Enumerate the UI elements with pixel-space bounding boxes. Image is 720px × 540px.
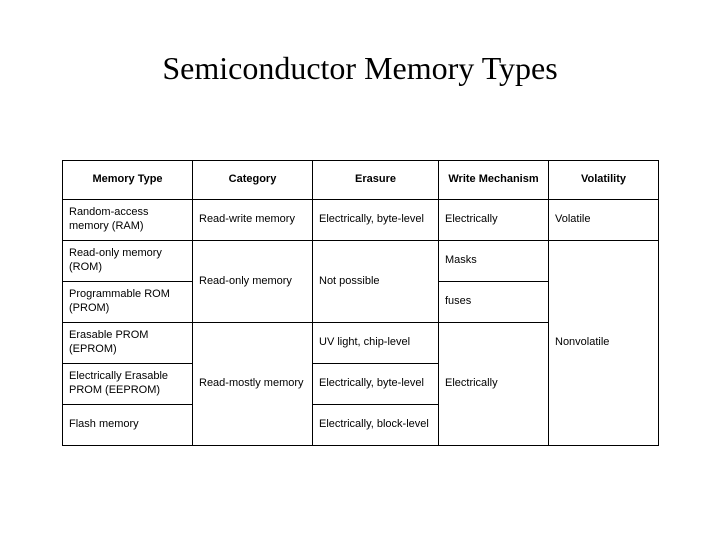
cell-rom-erasure: Not possible (313, 241, 439, 323)
cell-eprom-type: Erasable PROM (EPROM) (63, 323, 193, 364)
cell-eeprom-erasure: Electrically, byte-level (313, 364, 439, 405)
cell-rom-category: Read-only memory (193, 241, 313, 323)
cell-rom-type: Read-only memory (ROM) (63, 241, 193, 282)
col-header-memory-type: Memory Type (63, 161, 193, 200)
cell-eeprom-type: Electrically Erasable PROM (EEPROM) (63, 364, 193, 405)
cell-ram-vol: Volatile (549, 200, 659, 241)
cell-mostly-category: Read-mostly memory (193, 323, 313, 446)
cell-eprom-erasure: UV light, chip-level (313, 323, 439, 364)
cell-ram-erasure: Electrically, byte-level (313, 200, 439, 241)
cell-flash-type: Flash memory (63, 405, 193, 446)
cell-ram-category: Read-write memory (193, 200, 313, 241)
cell-ram-type: Random-access memory (RAM) (63, 200, 193, 241)
memory-types-table-wrap: Memory Type Category Erasure Write Mecha… (62, 160, 658, 446)
table-header-row: Memory Type Category Erasure Write Mecha… (63, 161, 659, 200)
page-title: Semiconductor Memory Types (0, 50, 720, 87)
col-header-write-mechanism: Write Mechanism (439, 161, 549, 200)
col-header-category: Category (193, 161, 313, 200)
memory-types-table: Memory Type Category Erasure Write Mecha… (62, 160, 659, 446)
col-header-erasure: Erasure (313, 161, 439, 200)
cell-flash-erasure: Electrically, block-level (313, 405, 439, 446)
cell-eeprom-write: Electrically (439, 323, 549, 446)
col-header-volatility: Volatility (549, 161, 659, 200)
cell-ram-write: Electrically (439, 200, 549, 241)
cell-rom-write: Masks (439, 241, 549, 282)
cell-prom-write: fuses (439, 282, 549, 323)
table-row: Random-access memory (RAM) Read-write me… (63, 200, 659, 241)
table-row: Read-only memory (ROM) Read-only memory … (63, 241, 659, 282)
cell-nonvolatile: Nonvolatile (549, 241, 659, 446)
cell-prom-type: Programmable ROM (PROM) (63, 282, 193, 323)
slide: Semiconductor Memory Types Memory Type C… (0, 0, 720, 540)
